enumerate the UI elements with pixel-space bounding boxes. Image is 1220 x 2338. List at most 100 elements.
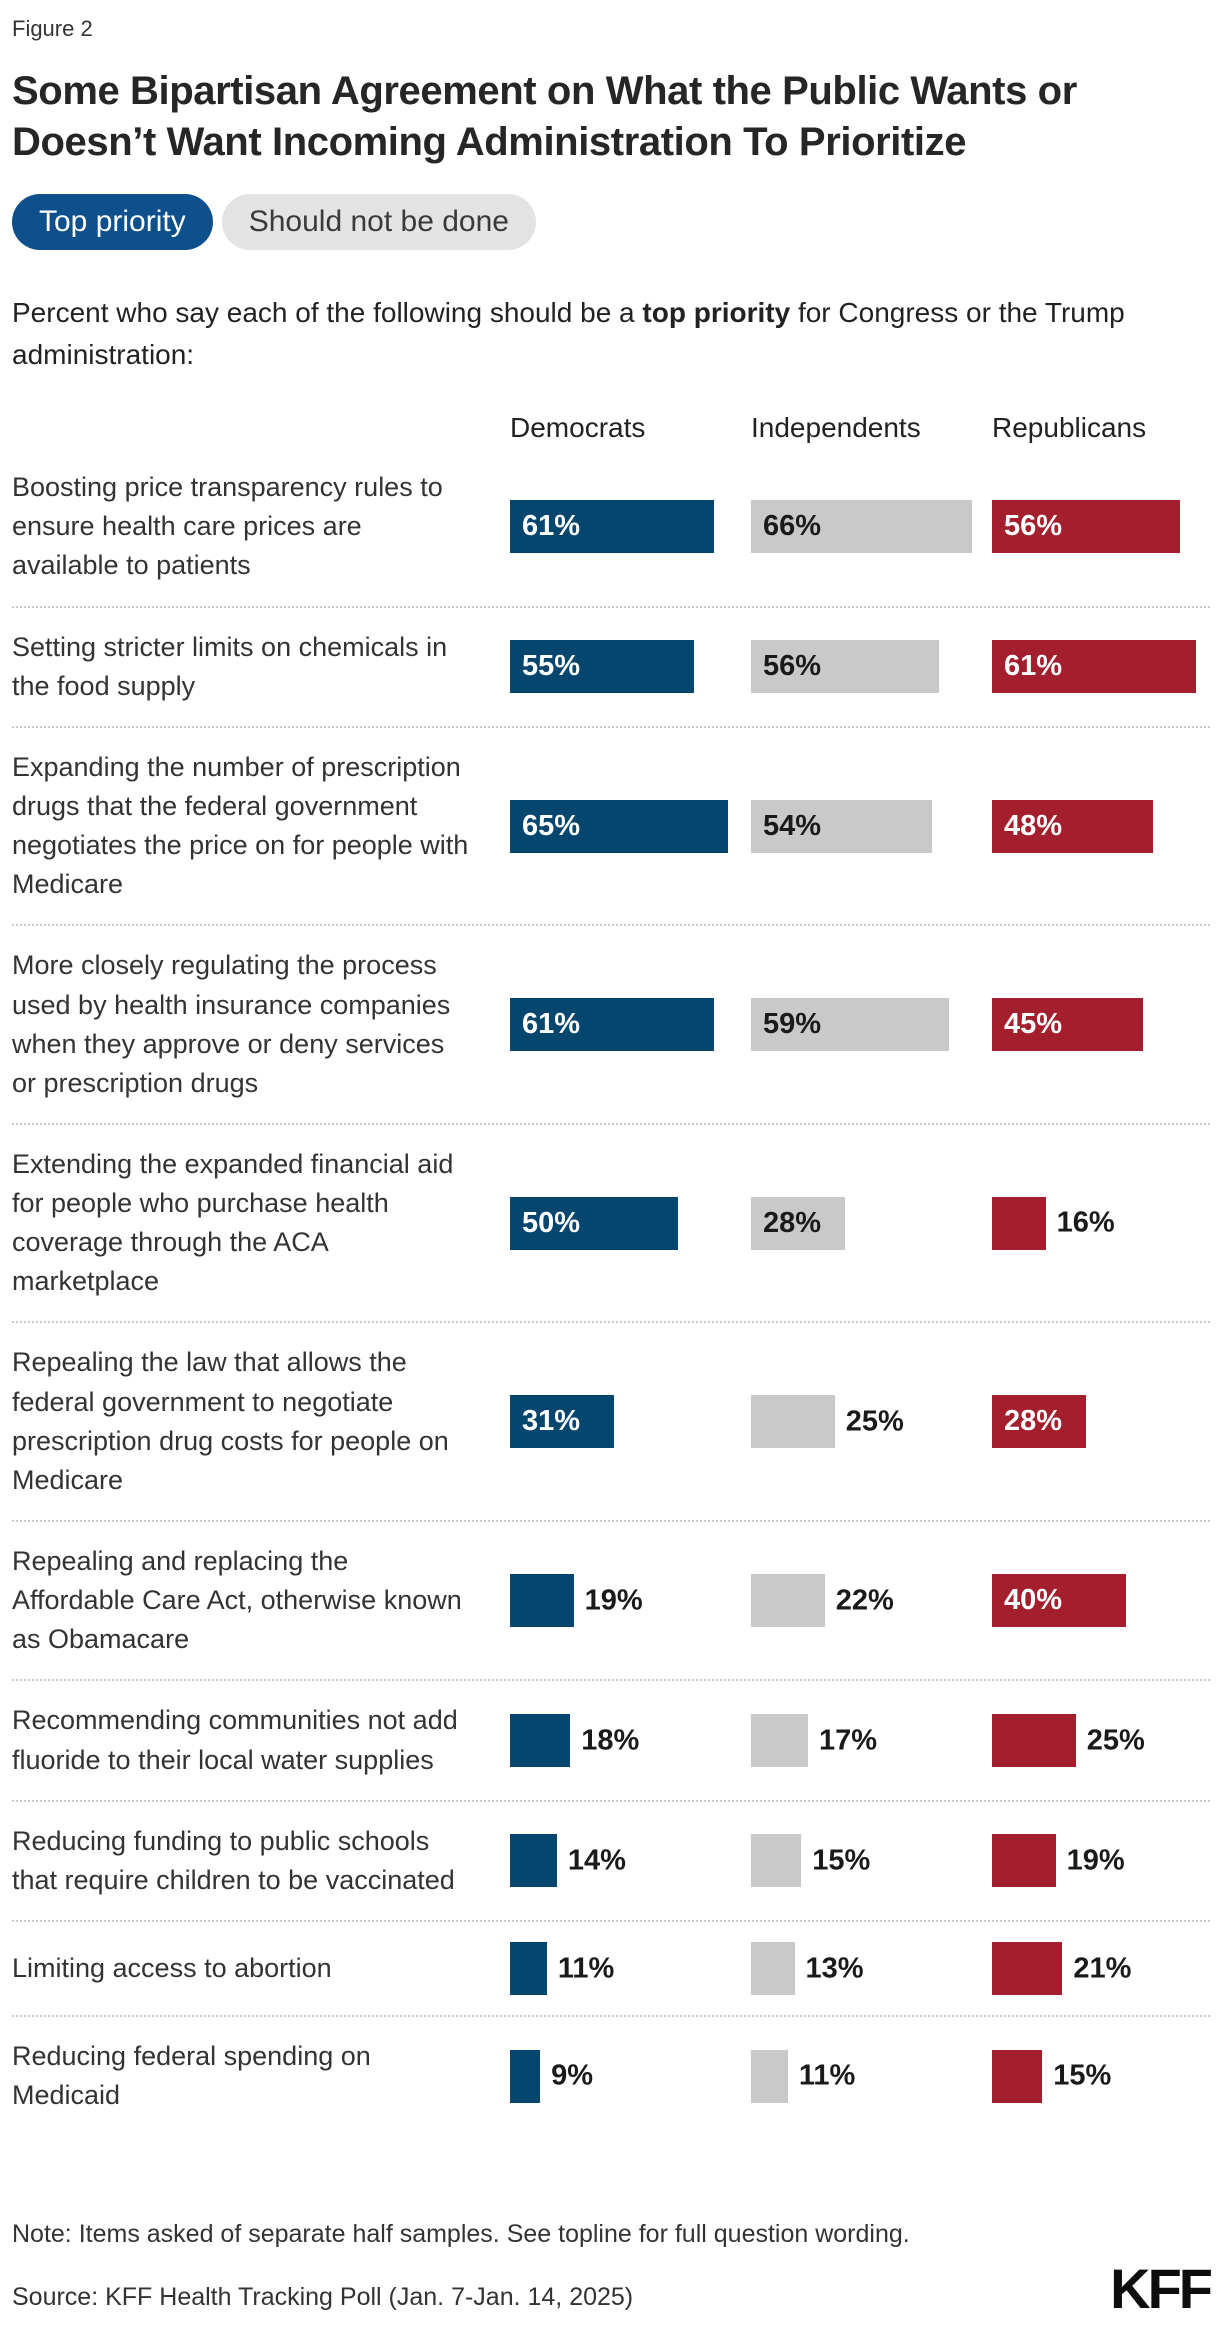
chart-row: Repealing and replacing the Affordable C… bbox=[12, 1522, 1210, 1682]
bar-cell-independents: 59% bbox=[751, 998, 992, 1052]
bar-democrats: 61% bbox=[510, 998, 715, 1052]
bar-value-label: 11% bbox=[798, 2059, 856, 2092]
bar-democrats: 50% bbox=[510, 1196, 678, 1250]
bar-cell-independents: 13% bbox=[751, 1942, 992, 1996]
bar-cell-independents: 25% bbox=[751, 1395, 992, 1449]
bar-group: 18% 17% 25% bbox=[510, 1714, 1220, 1768]
bar-cell-independents: 56% bbox=[751, 640, 992, 694]
row-label: Expanding the number of prescription dru… bbox=[12, 751, 469, 900]
bar-democrats bbox=[510, 1834, 557, 1888]
chart-row: Expanding the number of prescription dru… bbox=[12, 728, 1210, 927]
bar-republicans: 61% bbox=[992, 640, 1197, 694]
bar-cell-independents: 11% bbox=[751, 2049, 992, 2103]
bar-value-label: 15% bbox=[1053, 2059, 1112, 2092]
row-label: Reducing funding to public schools that … bbox=[12, 1825, 455, 1895]
bar-cell-democrats: 31% bbox=[510, 1395, 751, 1449]
bar-republicans bbox=[992, 1714, 1076, 1768]
bar-cell-independents: 15% bbox=[751, 1834, 992, 1888]
bar-cell-republicans: 21% bbox=[992, 1942, 1220, 1996]
bar-group: 19% 22% 40% bbox=[510, 1574, 1220, 1628]
toggle-should-not-be-done-button[interactable]: Should not be done bbox=[221, 193, 536, 251]
bar-value-label: 25% bbox=[845, 1405, 904, 1438]
figure-label: Figure 2 bbox=[12, 16, 93, 41]
bar-group: 65% 54% 48% bbox=[510, 799, 1220, 853]
bar-independents: 66% bbox=[751, 500, 973, 554]
bar-republicans: 45% bbox=[992, 998, 1143, 1052]
row-label: More closely regulating the process used… bbox=[12, 950, 451, 1098]
bar-cell-republicans: 25% bbox=[992, 1714, 1220, 1768]
bar-value-label: 54% bbox=[763, 809, 822, 842]
bar-cell-republicans: 28% bbox=[992, 1395, 1220, 1449]
bar-cell-republicans: 61% bbox=[992, 640, 1220, 694]
source-text: Source: KFF Health Tracking Poll (Jan. 7… bbox=[12, 2283, 634, 2311]
chart-row: Reducing federal spending on Medicaid 9% 1… bbox=[12, 2017, 1210, 2135]
bar-value-label: 66% bbox=[763, 510, 822, 543]
bar-cell-democrats: 61% bbox=[510, 500, 751, 554]
bar-value-label: 18% bbox=[581, 1724, 640, 1757]
bar-value-label: 31% bbox=[522, 1405, 581, 1438]
bar-value-label: 28% bbox=[1004, 1405, 1063, 1438]
bar-value-label: 22% bbox=[835, 1584, 894, 1617]
subtitle-bold: top priority bbox=[642, 297, 791, 329]
bar-democrats: 31% bbox=[510, 1395, 614, 1449]
bar-cell-republicans: 48% bbox=[992, 799, 1220, 853]
bar-value-label: 61% bbox=[1004, 650, 1063, 683]
bar-cell-independents: 54% bbox=[751, 799, 992, 853]
bar-value-label: 25% bbox=[1086, 1724, 1145, 1757]
header-spacer bbox=[12, 412, 510, 444]
bar-cell-republicans: 45% bbox=[992, 998, 1220, 1052]
bar-value-label: 17% bbox=[818, 1724, 877, 1757]
chart-row: Repealing the law that allows the federa… bbox=[12, 1323, 1210, 1523]
footer: Note: Items asked of separate half sampl… bbox=[12, 2220, 1213, 2316]
bar-value-label: 48% bbox=[1004, 809, 1063, 842]
row-label: Reducing federal spending on Medicaid bbox=[12, 2041, 371, 2111]
chart-row: Setting stricter limits on chemicals in … bbox=[12, 608, 1210, 728]
bar-value-label: 50% bbox=[522, 1206, 581, 1239]
column-header-independents: Independents bbox=[751, 412, 921, 444]
bar-independents bbox=[751, 2049, 788, 2103]
bar-value-label: 45% bbox=[1004, 1008, 1063, 1041]
view-toggle: Top priority Should not be done bbox=[12, 193, 1210, 251]
bar-democrats bbox=[510, 1714, 571, 1768]
row-label: Extending the expanded financial aid for… bbox=[12, 1148, 454, 1297]
bar-cell-democrats: 65% bbox=[510, 799, 751, 853]
bar-cell-democrats: 61% bbox=[510, 998, 751, 1052]
bar-cell-independents: 17% bbox=[751, 1714, 992, 1768]
bar-cell-democrats: 18% bbox=[510, 1714, 751, 1768]
bar-republicans: 56% bbox=[992, 500, 1180, 554]
bar-cell-independents: 22% bbox=[751, 1574, 992, 1628]
chart-row: Limiting access to abortion 11% 13% 21% bbox=[12, 1922, 1210, 2018]
bar-independents bbox=[751, 1942, 795, 1996]
bar-value-label: 16% bbox=[1056, 1206, 1115, 1239]
chart-row: Extending the expanded financial aid for… bbox=[12, 1125, 1210, 1324]
column-header-democrats: Democrats bbox=[510, 412, 646, 444]
chart-row: Recommending communities not add fluorid… bbox=[12, 1681, 1210, 1802]
subtitle-prefix: Percent who say each of the following sh… bbox=[12, 297, 643, 329]
bar-republicans: 40% bbox=[992, 1574, 1126, 1628]
bar-republicans: 48% bbox=[992, 799, 1153, 853]
chart-rows: Boosting price transparency rules to ens… bbox=[12, 448, 1210, 2135]
bar-value-label: 65% bbox=[522, 809, 581, 842]
bar-value-label: 21% bbox=[1073, 1952, 1132, 1985]
bar-cell-republicans: 16% bbox=[992, 1196, 1220, 1250]
bar-value-label: 19% bbox=[584, 1584, 643, 1617]
bar-group: 55% 56% 61% bbox=[510, 640, 1220, 694]
bar-independents bbox=[751, 1395, 835, 1449]
bar-independents: 54% bbox=[751, 799, 932, 853]
bar-democrats bbox=[510, 1942, 547, 1996]
bar-democrats: 55% bbox=[510, 640, 695, 694]
bar-cell-independents: 28% bbox=[751, 1196, 992, 1250]
chart-row: Reducing funding to public schools that … bbox=[12, 1802, 1210, 1923]
bar-republicans bbox=[992, 1942, 1063, 1996]
bar-democrats: 65% bbox=[510, 799, 728, 853]
bar-group: 31% 25% 28% bbox=[510, 1395, 1220, 1449]
bar-group: 50% 28% 16% bbox=[510, 1196, 1220, 1250]
bar-independents: 59% bbox=[751, 998, 949, 1052]
toggle-top-priority-button[interactable]: Top priority bbox=[12, 193, 213, 251]
chart-row: Boosting price transparency rules to ens… bbox=[12, 448, 1210, 608]
bar-group: 11% 13% 21% bbox=[510, 1942, 1220, 1996]
bar-cell-republicans: 15% bbox=[992, 2049, 1220, 2103]
bar-independents bbox=[751, 1714, 808, 1768]
bar-value-label: 61% bbox=[522, 1008, 581, 1041]
column-headers: Democrats Independents Republicans bbox=[12, 412, 1210, 444]
